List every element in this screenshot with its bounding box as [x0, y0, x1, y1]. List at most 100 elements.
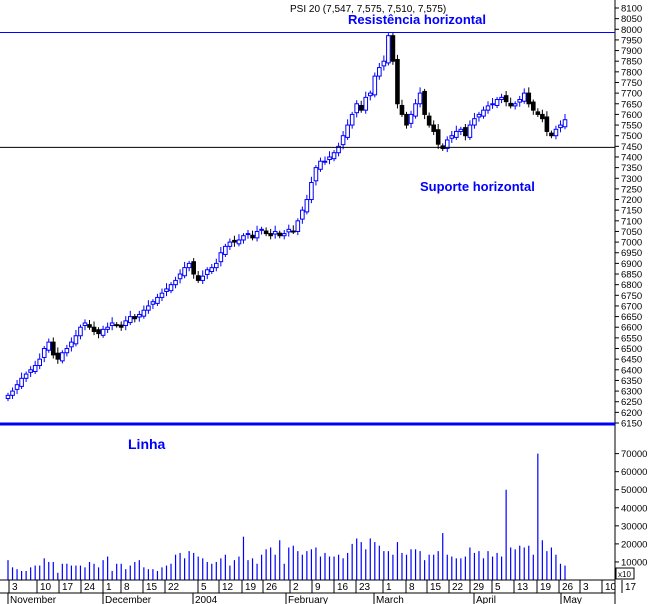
- candle-down: [263, 230, 269, 235]
- candle-up: [281, 233, 287, 237]
- candle-up: [304, 199, 310, 213]
- multiplier-box: [615, 567, 635, 580]
- candle-down: [358, 104, 364, 111]
- candle-up: [458, 128, 464, 132]
- candle-down: [549, 132, 554, 137]
- candle-down: [268, 233, 273, 237]
- candle-up: [272, 230, 278, 235]
- candle-up: [204, 269, 210, 275]
- price-tick-label: 6400: [621, 365, 642, 376]
- candle-up: [82, 322, 88, 327]
- price-tick-label: 6650: [621, 312, 642, 323]
- volume-tick-label: 40000: [621, 503, 647, 514]
- candle-up: [562, 119, 568, 128]
- candle-up: [454, 130, 459, 138]
- candle-up: [186, 262, 192, 269]
- candle-up: [46, 341, 52, 351]
- candle-up: [78, 326, 83, 337]
- date-tick-label: 19: [540, 582, 552, 593]
- candle-up: [499, 96, 504, 101]
- price-tick-label: 6250: [621, 397, 642, 408]
- candle-down: [395, 59, 400, 105]
- price-tick-label: 6350: [621, 376, 642, 387]
- candle-down: [435, 129, 441, 145]
- candle-up: [28, 369, 33, 373]
- volume-tick-label: 10000: [621, 557, 647, 568]
- candle-up: [386, 35, 391, 64]
- candle-up: [64, 348, 70, 354]
- candle-down: [431, 124, 436, 132]
- candle-down: [55, 352, 61, 360]
- price-tick-label: 7600: [621, 110, 642, 121]
- month-label: February: [288, 595, 328, 604]
- date-tick-label: 1: [106, 582, 112, 593]
- chart-title: PSI 20 (7,547, 7,575, 7,510, 7,575): [290, 4, 446, 15]
- candle-down: [426, 115, 432, 126]
- candle-up: [309, 182, 314, 201]
- candle-down: [535, 111, 541, 115]
- candle-up: [349, 113, 355, 126]
- month-label: 2004: [195, 595, 218, 604]
- candle-down: [195, 275, 201, 281]
- candle-down: [531, 101, 536, 111]
- candle-up: [553, 128, 559, 137]
- date-tick-label: 5: [495, 582, 501, 593]
- candle-up: [60, 352, 65, 362]
- price-tick-label: 8050: [621, 14, 642, 25]
- price-tick-label: 6300: [621, 387, 642, 398]
- candle-up: [137, 313, 142, 318]
- month-label: May: [563, 595, 582, 604]
- volume-tick-label: 70000: [621, 449, 647, 460]
- candle-up: [23, 373, 29, 379]
- price-tick-label: 6750: [621, 291, 642, 302]
- candle-up: [32, 365, 38, 372]
- price-tick-label: 7200: [621, 195, 642, 206]
- candle-up: [182, 267, 187, 277]
- candle-up: [37, 358, 42, 367]
- candle-down: [290, 230, 296, 233]
- volume-multiplier-label: x10: [618, 570, 631, 579]
- date-tick-label: 1: [386, 582, 392, 593]
- candle-down: [250, 234, 255, 239]
- candle-up: [127, 316, 133, 324]
- date-tick-label: 15: [430, 582, 442, 593]
- month-label: November: [10, 595, 57, 604]
- candle-down: [191, 261, 196, 275]
- candle-down: [114, 324, 119, 327]
- candle-up: [5, 394, 11, 400]
- candle-up: [417, 92, 423, 105]
- candle-up: [381, 60, 387, 67]
- candle-up: [150, 301, 156, 305]
- price-tick-label: 6150: [621, 419, 642, 430]
- date-tick-label: 5: [201, 582, 207, 593]
- candle-up: [295, 220, 301, 232]
- date-tick-label: 8: [409, 582, 415, 593]
- candle-up: [367, 92, 373, 97]
- candle-up: [164, 288, 169, 292]
- candle-up: [322, 160, 328, 163]
- candle-down: [508, 102, 513, 107]
- candle-up: [10, 390, 15, 396]
- date-tick-label: 2: [293, 582, 299, 593]
- price-tick-label: 7650: [621, 99, 642, 110]
- date-tick-label: 17: [62, 582, 74, 593]
- date-tick-label: 10: [40, 582, 52, 593]
- resistance-label: Resistência horizontal: [348, 12, 486, 27]
- candle-up: [286, 228, 292, 233]
- candle-down: [422, 90, 427, 115]
- candle-up: [141, 309, 147, 317]
- candle-up: [105, 326, 110, 330]
- candle-up: [481, 109, 486, 117]
- candle-down: [503, 95, 509, 103]
- candle-up: [214, 262, 219, 269]
- candle-up: [408, 113, 414, 124]
- candle-up: [73, 335, 79, 345]
- price-tick-label: 7250: [621, 184, 642, 195]
- price-tick-label: 7700: [621, 89, 642, 100]
- date-tick-label: 17: [625, 582, 637, 593]
- candle-up: [340, 135, 346, 146]
- candle-up: [558, 124, 563, 129]
- price-tick-label: 6500: [621, 344, 642, 355]
- candle-up: [313, 167, 319, 182]
